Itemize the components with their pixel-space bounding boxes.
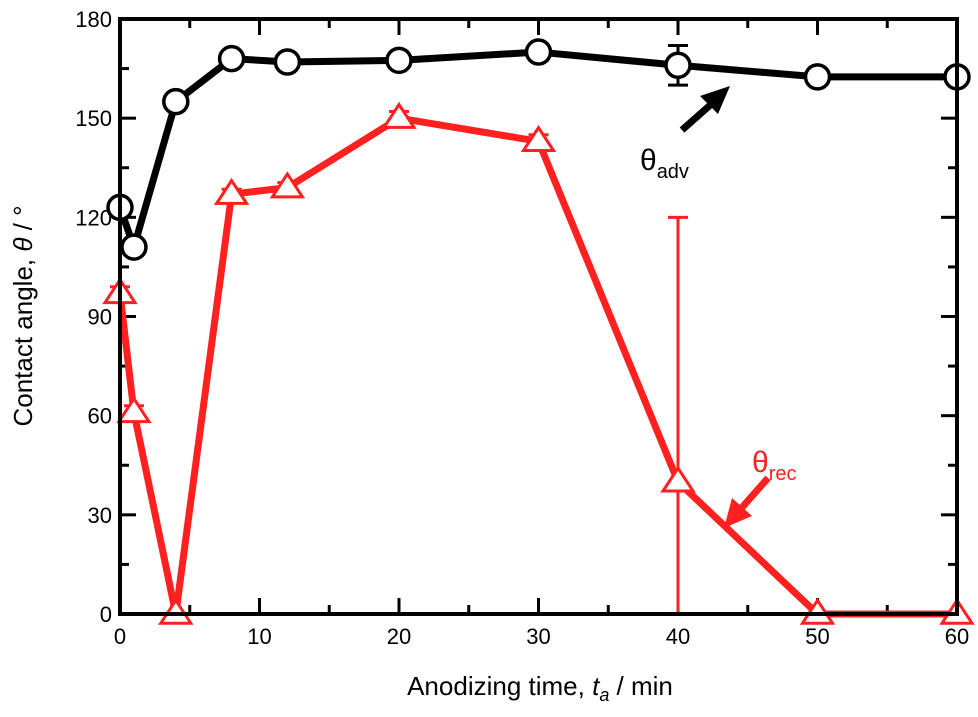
x-tick-label: 20 — [387, 624, 411, 649]
plot-frame — [118, 17, 959, 616]
y-tick-label: 30 — [88, 503, 112, 528]
y-tick-label: 180 — [75, 7, 112, 32]
data-point-triangle — [213, 177, 250, 205]
data-point-triangle — [116, 395, 152, 424]
y-tick-label: 150 — [75, 106, 112, 131]
data-point-circle — [273, 48, 302, 76]
data-point-circle — [162, 87, 190, 116]
y-tick-label: 0 — [100, 602, 112, 627]
data-point-circle — [217, 44, 246, 73]
arrowhead-rec — [724, 498, 752, 528]
y-axis-title: Contact angle, θ / ° — [8, 205, 38, 426]
data-point-circle — [803, 63, 832, 91]
x-tick-label: 50 — [805, 624, 829, 649]
data-point-triangle — [660, 465, 696, 493]
y-tick-label: 60 — [88, 404, 112, 429]
data-point-circle — [524, 38, 553, 66]
x-tick-label: 40 — [666, 624, 690, 649]
legend-label-rec: θrec — [724, 446, 796, 528]
x-tick-label: 60 — [945, 624, 969, 649]
x-tick-label: 30 — [526, 624, 550, 649]
series-line-rec — [116, 114, 957, 618]
data-point-triangle — [158, 597, 194, 625]
data-point-triangle — [520, 124, 557, 153]
svg-text:θadv: θadv — [640, 144, 689, 183]
data-point-circle — [120, 233, 148, 261]
x-tick-label: 0 — [114, 624, 126, 649]
data-point-triangle — [269, 171, 306, 199]
y-tick-label: 90 — [88, 305, 112, 330]
data-point-triangle — [381, 101, 417, 129]
data-point-triangle — [799, 597, 836, 625]
data-point-circle — [664, 51, 692, 80]
y-tick-label: 120 — [75, 205, 112, 230]
arrow-rec — [735, 475, 771, 515]
legend-label-adv: θadv — [640, 86, 730, 183]
svg-text:θrec: θrec — [752, 446, 796, 485]
series-line-adv — [116, 48, 957, 251]
arrowhead-adv — [700, 86, 730, 114]
x-axis-title: Anodizing time, ta / min — [407, 671, 673, 705]
series-rec — [102, 101, 975, 625]
data-point-circle — [385, 46, 413, 75]
x-tick-label: 10 — [247, 624, 271, 649]
